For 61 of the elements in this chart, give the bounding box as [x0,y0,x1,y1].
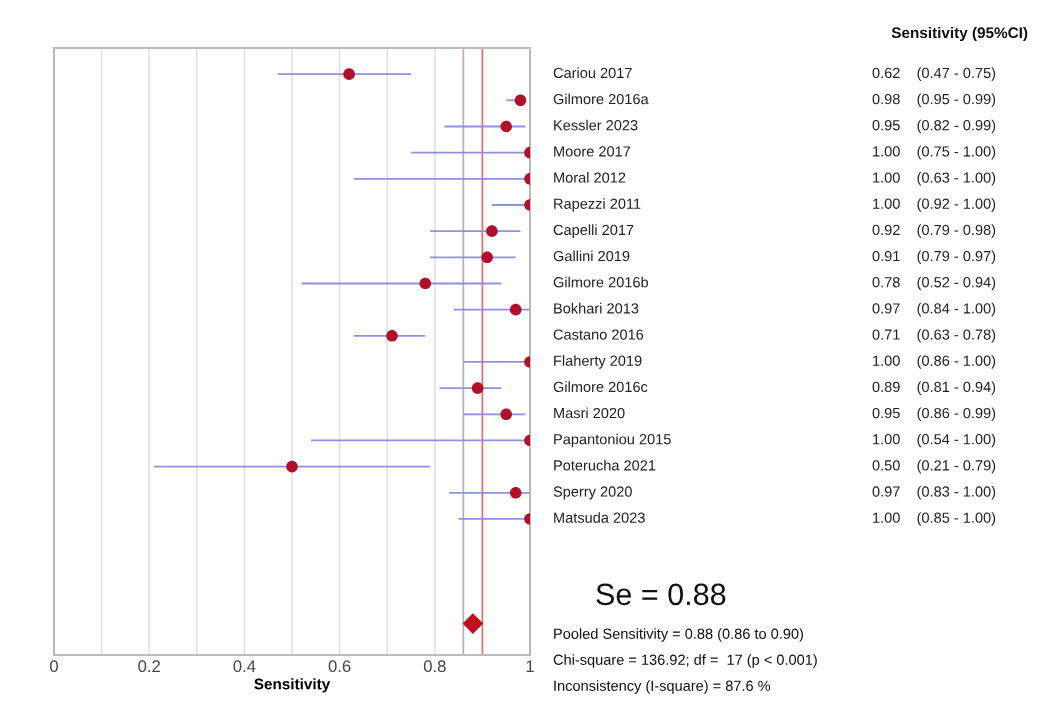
y-tick-label: Moore 2017 [554,146,631,157]
y-tick-label: Capelli 2017 [553,224,634,238]
data-label: 0.97 (0.83 - 1.00) [872,485,996,500]
y-tick-label: Papantoniou 2015 [554,433,671,448]
point [343,68,355,80]
point [509,486,522,499]
data-label: 1.00 (0.54 - 1.00) [873,433,996,448]
data-label: 1.00 (0.85 - 1.00) [873,512,996,526]
x-tick-label: 0.4 [233,660,256,673]
x-tick-label: 0.8 [423,660,446,673]
point [386,329,398,342]
data-label: 0.98 (0.95 - 0.99) [872,93,996,108]
x-tick-label: 0 [50,660,58,673]
data-label: 0.92 (0.79 - 0.98) [872,224,996,238]
text: Inconsistency (I-square) = 87.6 % [554,680,771,694]
data-label: 0.78 (0.52 - 0.94) [872,276,996,291]
point [481,251,493,264]
y-tick-label: Bokhari 2013 [554,302,639,314]
y-tick-label: Cariou 2017 [553,67,632,79]
y-tick-label: Sperry 2020 [553,486,632,500]
x-tick-label: 1 [526,660,534,672]
point [514,94,527,107]
y-tick-label: Rapezzi 2011 [554,198,641,212]
point [509,303,522,316]
y-tick-label: Kessler 2023 [554,119,638,131]
text: Se = 0.88 [596,583,726,606]
y-tick-label: Gilmore 2016b [553,276,649,288]
data-label: 0.91 (0.79 - 0.97) [872,250,996,265]
data-label: 1.00 (0.63 - 1.00) [873,172,996,186]
text: Pooled Sensitivity = 0.88 (0.86 to 0.90) [554,628,803,642]
point [419,277,432,290]
data-label: 0.97 (0.84 - 1.00) [872,302,996,317]
y-tick-label: Gilmore 2016c [553,381,648,393]
y-tick-label: Gilmore 2016a [553,93,649,105]
point [500,408,513,421]
data-label: 0.95 (0.82 - 0.99) [872,119,996,134]
y-tick-label: Matsuda 2023 [554,512,645,523]
data-label: 0.62 (0.47 - 0.75) [872,67,996,81]
y-tick-label: Poterucha 2021 [554,459,656,471]
point [462,613,484,634]
point [500,120,513,133]
y-tick-label: Flaherty 2019 [554,355,642,369]
x-tick-label: 0.6 [328,660,351,673]
point [286,460,298,473]
data-label: 0.50 (0.21 - 0.79) [872,459,996,474]
y-tick-label: Masri 2020 [554,407,625,419]
data-label: 1.00 (0.75 - 1.00) [873,145,996,160]
y-tick-label: Gallini 2019 [553,250,630,262]
data-label: 0.95 (0.86 - 0.99) [872,407,996,422]
y-tick-label: Moral 2012 [554,172,626,183]
data-label: 0.71 (0.63 - 0.78) [872,329,996,343]
x-axis-title: Sensitivity [254,678,331,693]
y-tick-label: Castano 2016 [553,329,644,340]
point [486,225,498,237]
text: Sensitivity (95%CI) [891,26,1028,42]
data-label: 1.00 (0.86 - 1.00) [873,355,996,369]
x-tick-label: 0.2 [138,660,160,673]
text: Chi-square = 136.92; df = 17 (p < 0.001) [553,654,817,668]
data-label: 0.89 (0.81 - 0.94) [872,381,996,395]
data-label: 1.00 (0.92 - 1.00) [873,198,996,212]
point [471,382,484,394]
